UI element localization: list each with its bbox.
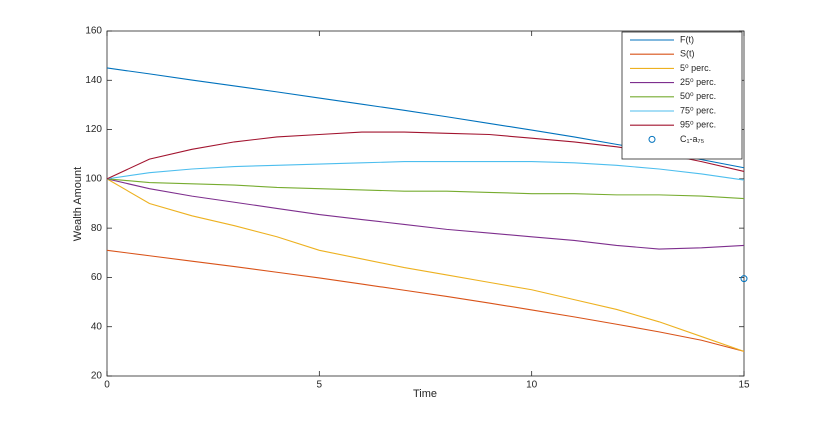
y-tick-label: 20 xyxy=(91,371,103,382)
legend-label: S(t) xyxy=(680,49,695,59)
legend-label: C₁-a₇₅ xyxy=(680,134,705,144)
legend-symbol xyxy=(648,135,656,143)
legend-label: F(t) xyxy=(680,34,694,44)
line-series xyxy=(106,161,745,181)
line-series xyxy=(106,178,745,200)
legend-label: 95⁰ perc. xyxy=(680,120,716,130)
line-series xyxy=(106,178,745,250)
x-tick-label: 10 xyxy=(526,380,538,391)
y-axis-label: Wealth Amount xyxy=(72,167,84,241)
y-tick-label: 140 xyxy=(85,75,102,86)
legend-label: 50⁰ perc. xyxy=(680,91,716,101)
y-tick-label: 80 xyxy=(91,223,103,234)
line-series xyxy=(106,249,745,352)
x-tick-label: 5 xyxy=(317,380,323,391)
scatter-point xyxy=(740,275,748,283)
legend-label: 25⁰ perc. xyxy=(680,77,716,87)
legend-box xyxy=(621,31,743,160)
x-tick-label: 15 xyxy=(738,380,750,391)
y-tick-label: 120 xyxy=(85,124,102,135)
legend-label: 5⁰ perc. xyxy=(680,63,711,73)
legend-label: 75⁰ perc. xyxy=(680,105,716,115)
x-axis-label: Time xyxy=(413,388,437,400)
y-tick-label: 100 xyxy=(85,173,102,184)
y-tick-label: 60 xyxy=(91,272,103,283)
x-tick-label: 0 xyxy=(104,380,110,391)
y-tick-label: 40 xyxy=(91,321,103,332)
legend: F(t) S(t) 5⁰ perc. 25⁰ perc. 50⁰ perc. 75⁰ pe… xyxy=(621,31,743,160)
y-tick-label: 160 xyxy=(85,26,102,37)
line-series xyxy=(106,178,745,352)
